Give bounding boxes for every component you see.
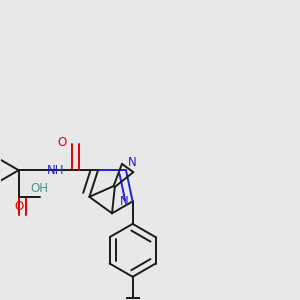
Text: N: N <box>128 156 136 169</box>
Text: OH: OH <box>31 182 49 195</box>
Text: N: N <box>119 195 128 208</box>
Text: NH: NH <box>46 164 64 177</box>
Text: O: O <box>58 136 67 149</box>
Text: O: O <box>14 200 23 213</box>
